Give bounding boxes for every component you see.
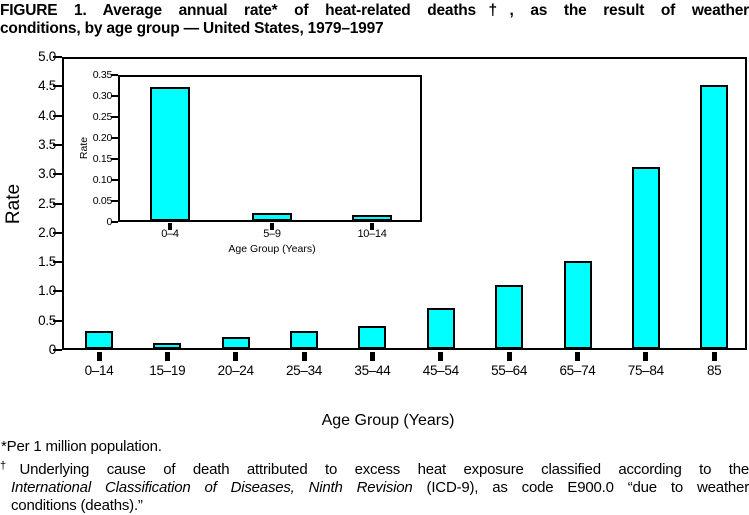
main-x-tick: [643, 352, 649, 361]
main-bar: [631, 167, 660, 349]
main-bar: [153, 343, 182, 349]
main-x-tick-label: 75–84: [627, 363, 664, 378]
inset-y-tick-label: 0.35: [92, 69, 113, 81]
main-y-tick-label: 0: [48, 342, 57, 357]
main-y-tick-label: 3.0: [38, 166, 56, 182]
footnote-dagger-line2-rest: (ICD-9), as code E900.0 “due to weather: [412, 479, 749, 497]
inset-y-tick-label: 0: [106, 216, 112, 228]
inset-y-tick: [111, 95, 118, 97]
inset-x-axis-label: Age Group (Years): [228, 243, 316, 255]
inset-y-tick-label: 0.25: [92, 111, 113, 123]
footnote-per-million: *Per 1 million population.: [1, 438, 162, 455]
inset-y-tick-label: 0.05: [92, 195, 113, 207]
main-y-tick: [53, 114, 62, 117]
main-y-tick-label: 4.0: [38, 107, 56, 123]
main-x-tick: [438, 352, 444, 361]
inset-y-tick-label: 0.10: [92, 174, 113, 186]
main-x-tick-label: 35–44: [354, 363, 391, 378]
main-y-tick-label: 1.0: [38, 283, 56, 299]
main-x-tick-label: 25–34: [285, 363, 323, 378]
main-x-axis-label: Age Group (Years): [321, 412, 455, 429]
footnote-dagger-line3: conditions (deaths).”: [11, 497, 143, 515]
inset-x-tick-label: 5–9: [263, 228, 281, 240]
footnote-dagger-line2: International Classification of Diseases…: [0, 479, 749, 497]
inset-y-tick-label: 0.20: [92, 132, 113, 144]
inset-x-tick: [270, 223, 274, 230]
main-x-tick: [369, 352, 375, 361]
main-y-tick: [53, 319, 62, 322]
main-bar: [563, 261, 592, 349]
main-x-tick-label: 45–54: [422, 363, 459, 378]
inset-y-tick: [111, 221, 118, 223]
main-x-tick: [575, 352, 580, 361]
main-bar: [290, 331, 318, 349]
main-y-tick-label: 3.5: [38, 136, 56, 152]
main-y-tick-label: 2.5: [38, 195, 56, 211]
inset-bar: [352, 215, 392, 221]
main-y-tick: [53, 349, 62, 351]
inset-x-tick: [370, 223, 374, 230]
inset-y-tick: [111, 158, 118, 160]
main-x-tick-label: 85: [706, 363, 722, 378]
main-x-tick-label: 55–64: [491, 363, 528, 378]
main-bar: [495, 285, 524, 349]
main-y-tick: [53, 56, 62, 58]
main-bar: [426, 308, 455, 349]
main-x-tick-label: 65–74: [559, 363, 596, 378]
main-y-tick: [53, 85, 62, 88]
main-x-tick: [506, 352, 512, 361]
main-y-tick: [53, 143, 62, 146]
main-y-tick-label: 2.0: [38, 224, 56, 240]
figure-title-line2: conditions, by age group — United States…: [0, 20, 384, 37]
main-y-tick: [53, 231, 62, 234]
main-y-tick-label: 0.5: [38, 312, 56, 328]
main-bar: [221, 337, 250, 349]
main-y-tick-label: 1.5: [38, 254, 56, 270]
inset-x-tick: [168, 223, 172, 230]
main-y-tick-label: 5.0: [38, 49, 56, 64]
inset-bar: [252, 213, 292, 221]
figure-title-line1: FIGURE 1. Average annual rate* of heat-r…: [0, 2, 749, 19]
footnote-dagger: †Underlying cause of death attributed to…: [0, 461, 749, 515]
inset-y-tick-label: 0.15: [92, 153, 113, 165]
main-x-tick-label: 0–14: [84, 363, 114, 378]
main-x-tick-label: 20–24: [217, 363, 254, 378]
inset-y-tick-label: 0.30: [92, 90, 113, 102]
footnote-dagger-line2-italic: International Classification of Diseases…: [11, 479, 413, 497]
inset-bar: [150, 87, 190, 221]
inset-y-axis-label: Rate: [78, 136, 90, 160]
main-y-tick-label: 4.5: [38, 78, 56, 94]
inset-y-tick: [111, 179, 118, 181]
inset-x-tick-label: 0–4: [161, 228, 179, 240]
main-x-tick-label: 15–19: [149, 363, 186, 378]
dagger-marker: †: [0, 460, 20, 472]
inset-y-tick: [111, 200, 118, 202]
main-y-tick: [53, 173, 62, 176]
inset-y-tick: [111, 116, 118, 118]
footnote-dagger-line1-text: Underlying cause of death attributed to …: [19, 461, 749, 478]
main-x-tick: [233, 352, 239, 361]
main-bar: [85, 331, 113, 349]
main-bar: [700, 85, 729, 349]
inset-x-tick-label: 10–14: [357, 228, 387, 240]
main-y-tick: [53, 290, 62, 293]
main-x-tick: [711, 352, 717, 361]
inset-y-tick: [111, 137, 118, 139]
inset-y-tick: [111, 74, 118, 76]
footnote-dagger-line1: †Underlying cause of death attributed to…: [0, 461, 749, 479]
main-x-tick: [301, 352, 307, 361]
main-x-tick: [96, 352, 102, 361]
main-y-tick: [53, 202, 62, 205]
main-x-tick: [164, 352, 170, 361]
main-bar: [358, 326, 387, 349]
main-y-tick: [53, 261, 62, 264]
